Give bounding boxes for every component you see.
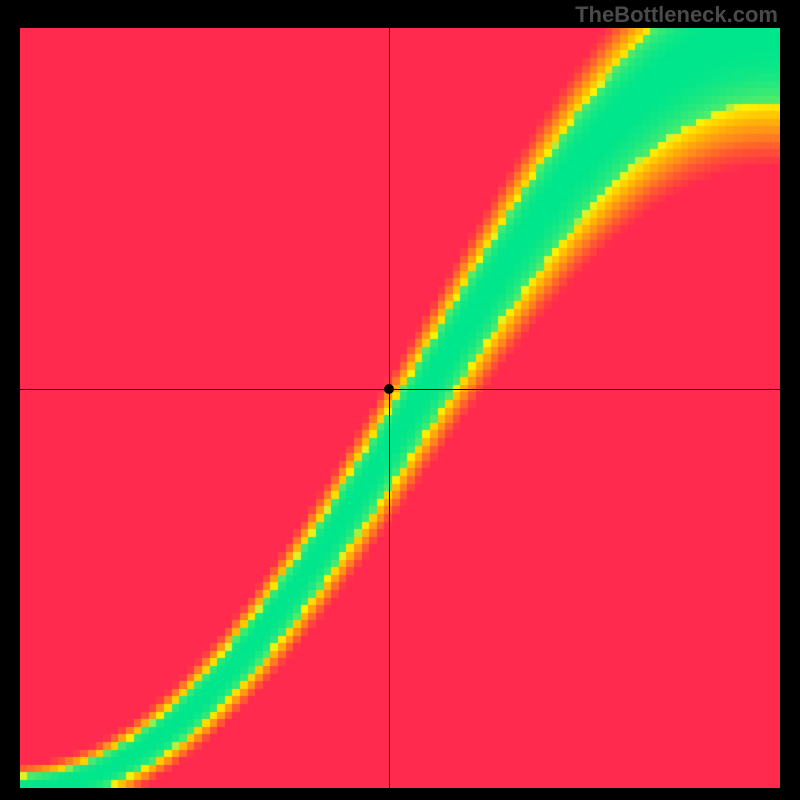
heatmap-canvas	[20, 28, 780, 788]
data-point-marker	[384, 384, 394, 394]
watermark-text: TheBottleneck.com	[575, 2, 778, 28]
crosshair-horizontal	[20, 389, 780, 390]
crosshair-vertical	[389, 28, 390, 788]
plot-area	[20, 28, 780, 788]
chart-container: TheBottleneck.com	[0, 0, 800, 800]
